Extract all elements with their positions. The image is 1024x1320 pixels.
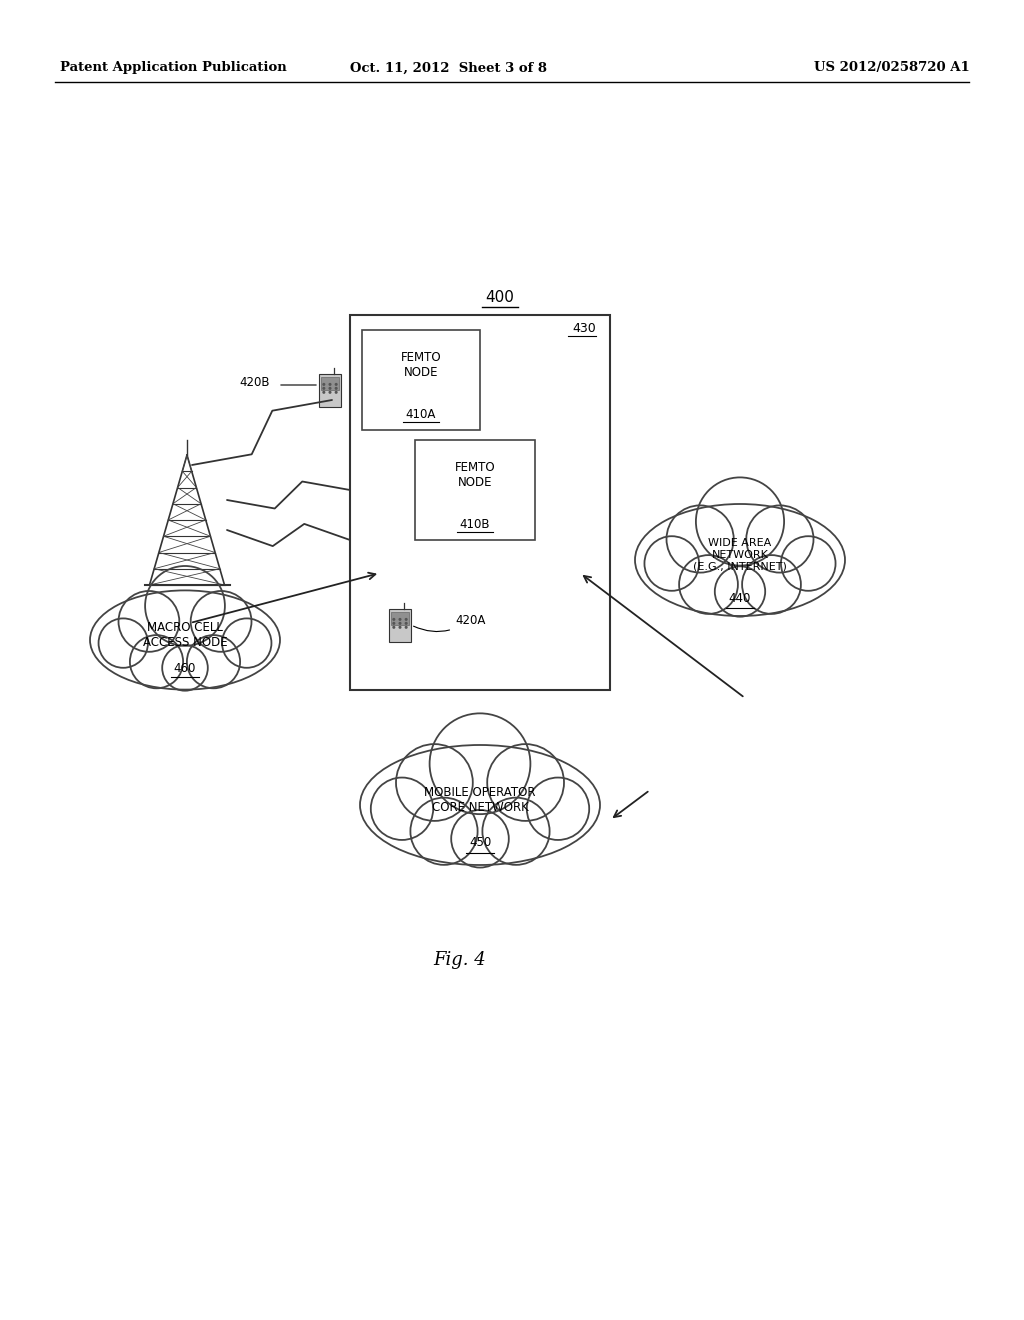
Text: MACRO CELL
ACCESS NODE: MACRO CELL ACCESS NODE: [142, 620, 227, 649]
Circle shape: [187, 635, 240, 688]
Circle shape: [644, 536, 699, 591]
Text: 450: 450: [469, 837, 492, 850]
Text: WIDE AREA
NETWORK
(E.G., INTERNET): WIDE AREA NETWORK (E.G., INTERNET): [693, 539, 786, 572]
Circle shape: [482, 797, 550, 865]
Circle shape: [392, 626, 395, 628]
Circle shape: [329, 383, 332, 385]
Circle shape: [392, 618, 395, 620]
Circle shape: [371, 777, 433, 840]
Text: 440: 440: [729, 591, 752, 605]
Circle shape: [696, 478, 784, 565]
Text: US 2012/0258720 A1: US 2012/0258720 A1: [814, 62, 970, 74]
Circle shape: [98, 618, 147, 668]
Circle shape: [335, 391, 338, 393]
Circle shape: [130, 635, 183, 688]
Circle shape: [487, 744, 564, 821]
Text: 420A: 420A: [414, 614, 485, 631]
Circle shape: [335, 387, 338, 389]
Circle shape: [526, 777, 589, 840]
Text: Fig. 4: Fig. 4: [433, 950, 486, 969]
Circle shape: [452, 810, 509, 867]
Text: 430: 430: [572, 322, 596, 334]
Circle shape: [145, 566, 225, 645]
Circle shape: [404, 626, 408, 628]
Text: 400: 400: [485, 290, 514, 305]
Text: 410A: 410A: [406, 408, 436, 421]
Bar: [362, 330, 480, 430]
Ellipse shape: [360, 744, 600, 865]
Text: FEMTO
NODE: FEMTO NODE: [400, 351, 441, 379]
Circle shape: [398, 626, 401, 628]
Bar: [350, 315, 610, 690]
Circle shape: [335, 383, 338, 385]
Circle shape: [323, 383, 326, 385]
Text: MOBILE OPERATOR
CORE NETWORK: MOBILE OPERATOR CORE NETWORK: [424, 785, 536, 814]
Circle shape: [398, 622, 401, 624]
Circle shape: [715, 566, 765, 616]
Circle shape: [411, 797, 477, 865]
Text: 410B: 410B: [460, 517, 490, 531]
Ellipse shape: [635, 504, 845, 616]
Circle shape: [162, 645, 208, 690]
Bar: [391, 612, 409, 624]
Circle shape: [119, 591, 179, 652]
Circle shape: [396, 744, 473, 821]
Bar: [389, 609, 411, 642]
Circle shape: [742, 556, 801, 614]
Circle shape: [329, 391, 332, 393]
Circle shape: [329, 387, 332, 389]
Text: 420B: 420B: [240, 375, 270, 388]
Ellipse shape: [90, 590, 280, 689]
Bar: [319, 374, 341, 407]
Circle shape: [746, 506, 813, 573]
Circle shape: [398, 618, 401, 620]
Circle shape: [190, 591, 252, 652]
Circle shape: [392, 622, 395, 624]
Bar: [415, 440, 535, 540]
Circle shape: [222, 618, 271, 668]
Text: FEMTO
NODE: FEMTO NODE: [455, 461, 496, 488]
Circle shape: [404, 622, 408, 624]
Bar: [322, 378, 339, 389]
Text: Oct. 11, 2012  Sheet 3 of 8: Oct. 11, 2012 Sheet 3 of 8: [349, 62, 547, 74]
Circle shape: [404, 618, 408, 620]
Circle shape: [781, 536, 836, 591]
Circle shape: [323, 391, 326, 393]
Circle shape: [430, 713, 530, 814]
Circle shape: [679, 556, 738, 614]
Text: Patent Application Publication: Patent Application Publication: [60, 62, 287, 74]
Circle shape: [667, 506, 734, 573]
Text: 460: 460: [174, 661, 197, 675]
Circle shape: [323, 387, 326, 389]
